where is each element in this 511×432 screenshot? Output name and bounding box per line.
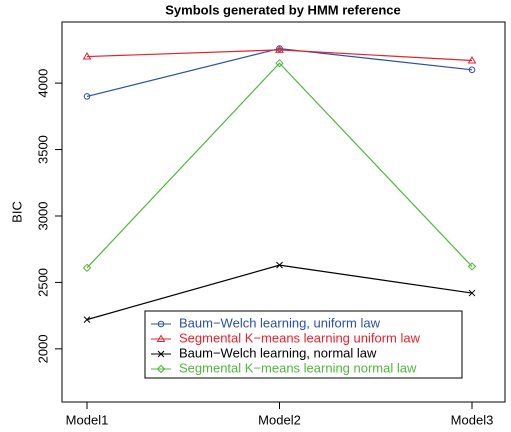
legend-label: Segmental K−means learning uniform law: [179, 330, 421, 345]
y-tick-label: 4000: [35, 69, 50, 98]
point: [83, 93, 91, 100]
x-tick-label: Model1: [66, 412, 109, 427]
point: [276, 261, 283, 269]
point: [157, 350, 165, 358]
y-tick-label: 2000: [35, 334, 50, 363]
series-line: [86, 62, 473, 269]
y-tick-label: 3500: [35, 135, 50, 164]
y-axis-label: BIC: [9, 201, 24, 223]
point: [83, 316, 91, 323]
point: [275, 45, 284, 53]
series-line: [86, 49, 473, 62]
point: [467, 262, 477, 271]
point: [467, 56, 477, 64]
legend-label: Baum−Welch learning, normal law: [179, 345, 377, 360]
y-tick-label: 2500: [35, 268, 50, 297]
legend-label: Baum−Welch learning, uniform law: [179, 315, 381, 330]
point: [157, 320, 165, 328]
point: [82, 263, 92, 273]
point: [82, 52, 92, 60]
plot-box: [61, 21, 506, 403]
x-tick-label: Model2: [258, 412, 301, 427]
chart-title: Symbols generated by HMM reference: [165, 2, 401, 17]
x-tick-label: Model3: [451, 412, 494, 427]
legend-label: Segmental K−means learning normal law: [179, 360, 417, 375]
point: [468, 289, 476, 297]
legend-box: [144, 310, 463, 379]
point: [156, 334, 166, 342]
point: [156, 364, 166, 374]
point: [468, 66, 476, 74]
series-line: [86, 47, 473, 97]
y-tick-label: 3000: [35, 202, 50, 231]
point: [275, 58, 284, 68]
